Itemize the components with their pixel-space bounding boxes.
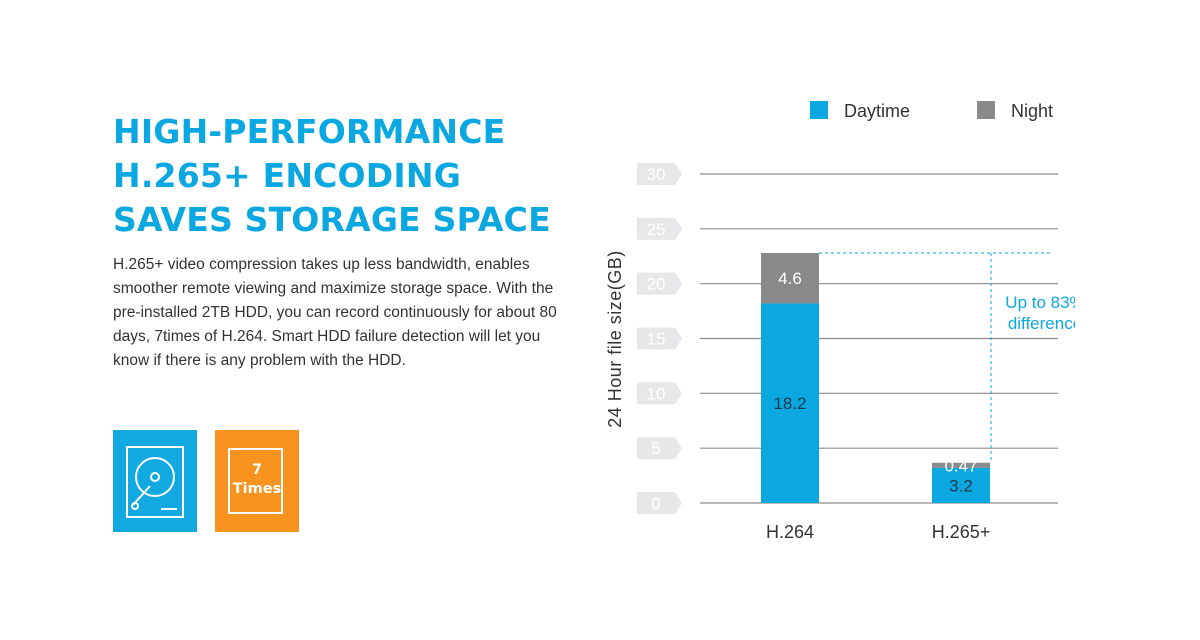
legend-label: Daytime: [844, 101, 910, 121]
data-label-night: 0.47: [944, 456, 977, 475]
y-tick-tag: [637, 327, 682, 350]
hdd-icon: [126, 446, 184, 518]
headline-line: HIGH-PERFORMANCE: [113, 112, 506, 151]
y-tick-label: 10: [647, 384, 666, 403]
bar-night: [932, 462, 990, 468]
y-axis-title: 24 Hour file size(GB): [605, 250, 625, 428]
storage-chart: 0 5 10 15 20 25 30 24 Hour file size(GB) 18.2 4.6…: [605, 101, 1075, 542]
headline-line: H.265+ ENCODING: [113, 156, 461, 195]
x-tick-label: H.264: [766, 522, 814, 542]
seven-times-icon: [228, 448, 283, 514]
y-tick-tag: [637, 382, 682, 405]
y-tick-label: 0: [651, 494, 660, 513]
legend-swatch: [977, 101, 995, 119]
seven-times-badge: 7 Times: [215, 430, 299, 532]
annotation-label: Up to 83%: [1005, 293, 1075, 312]
y-tick-label: 30: [647, 165, 666, 184]
y-tick-tag: [637, 437, 682, 460]
y-tick-label: 25: [647, 220, 666, 239]
seven-times-label: 7 Times: [215, 461, 299, 499]
annotation-label: difference: [1008, 314, 1075, 333]
y-tick-label: 15: [647, 330, 666, 349]
seven-times-word: Times: [232, 481, 282, 497]
seven-times-number: 7: [251, 462, 263, 478]
data-label-night: 4.6: [778, 269, 802, 288]
data-label-daytime: 18.2: [773, 394, 806, 413]
x-tick-label: H.265+: [932, 522, 991, 542]
headline-line: SAVES STORAGE SPACE: [113, 200, 551, 239]
y-tick-label: 20: [647, 275, 666, 294]
y-tick-tag: [637, 217, 682, 240]
y-tick-tag: [637, 163, 682, 185]
legend-label: Night: [1011, 101, 1053, 121]
bar-daytime: [932, 467, 990, 503]
y-tick-label: 5: [651, 439, 660, 458]
body-text: H.265+ video compression takes up less b…: [113, 256, 557, 369]
bar-daytime: [761, 303, 819, 503]
legend-swatch: [810, 101, 828, 119]
headline: HIGH-PERFORMANCE H.265+ ENCODING SAVES S…: [113, 110, 583, 242]
y-tick-tag: [637, 272, 682, 295]
y-tick-tag: [637, 492, 682, 514]
bar-night: [761, 252, 819, 304]
hdd-badge: [113, 430, 197, 532]
data-label-daytime: 3.2: [949, 476, 973, 495]
